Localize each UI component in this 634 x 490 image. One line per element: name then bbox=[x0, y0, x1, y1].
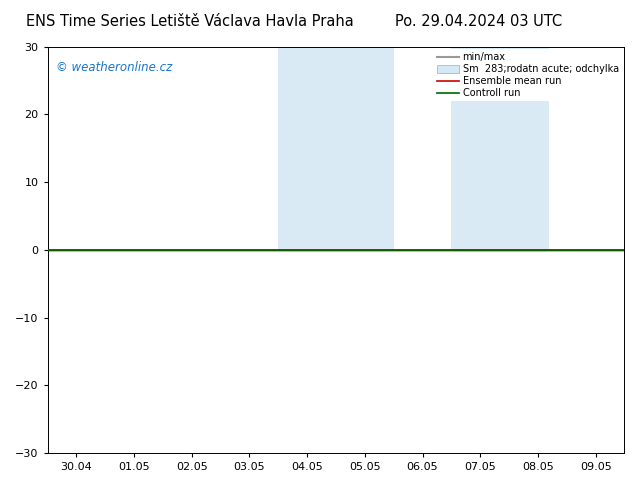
Legend: min/max, Sm  283;rodatn acute; odchylka, Ensemble mean run, Controll run: min/max, Sm 283;rodatn acute; odchylka, … bbox=[434, 49, 621, 101]
Text: © weatheronline.cz: © weatheronline.cz bbox=[56, 61, 172, 74]
Bar bbox=[451, 47, 550, 250]
Text: ENS Time Series Letiště Václava Havla Praha: ENS Time Series Letiště Václava Havla Pr… bbox=[27, 14, 354, 29]
Text: Po. 29.04.2024 03 UTC: Po. 29.04.2024 03 UTC bbox=[395, 14, 562, 29]
Bar bbox=[278, 47, 394, 250]
